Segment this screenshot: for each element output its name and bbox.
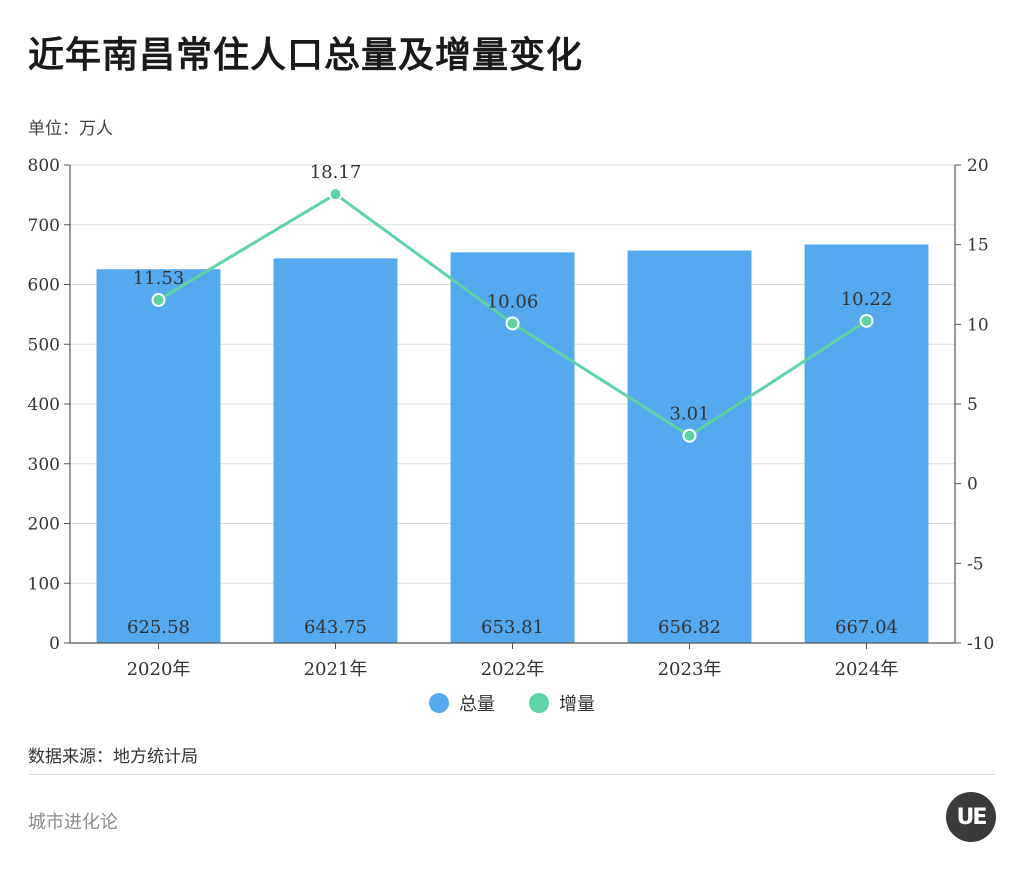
increment-value-label: 10.06 [487, 291, 539, 312]
bar-value-label: 643.75 [304, 617, 367, 638]
right-tick-label: -10 [967, 634, 994, 654]
data-source: 数据来源：地方统计局 [28, 747, 198, 767]
left-tick-label: 500 [28, 335, 60, 355]
x-tick-label: 2020年 [127, 659, 191, 680]
legend-item-total[interactable]: 总量 [429, 690, 495, 716]
increment-value-label: 11.53 [133, 268, 185, 289]
bar-value-label: 653.81 [481, 617, 544, 638]
x-tick-label: 2024年 [835, 659, 899, 680]
bar [96, 269, 221, 643]
legend-swatch-total [429, 693, 449, 713]
bar [804, 244, 929, 643]
x-tick-label: 2023年 [658, 659, 722, 680]
left-tick-label: 800 [28, 156, 60, 176]
brand-logo: UE [946, 792, 996, 842]
brand-logo-text: UE [956, 804, 988, 830]
left-tick-label: 600 [28, 276, 60, 296]
left-tick-label: 200 [28, 515, 60, 535]
left-tick-label: 700 [28, 216, 60, 236]
x-tick-label: 2021年 [304, 659, 368, 680]
legend-swatch-increment [529, 693, 549, 713]
legend-label-increment: 增量 [559, 694, 595, 715]
right-tick-label: 15 [967, 236, 989, 256]
right-tick-label: -5 [967, 554, 984, 574]
legend: 总量 增量 [0, 690, 1024, 716]
unit-label: 单位：万人 [28, 119, 113, 139]
left-tick-label: 0 [49, 634, 60, 654]
left-tick-label: 300 [28, 455, 60, 475]
bar [627, 250, 752, 643]
bar-value-label: 625.58 [127, 617, 190, 638]
x-tick-label: 2022年 [481, 659, 545, 680]
legend-item-increment[interactable]: 增量 [529, 690, 595, 716]
bar-value-label: 656.82 [658, 617, 721, 638]
increment-point [151, 292, 166, 307]
right-tick-label: 0 [967, 475, 978, 495]
increment-value-label: 18.17 [310, 162, 362, 183]
bar-value-label: 667.04 [835, 617, 898, 638]
right-tick-label: 5 [967, 395, 978, 415]
legend-label-total: 总量 [459, 694, 495, 715]
combo-chart: 0 100 200 300 400 500 600 700 800 -10 -5 0 5 10 15 20 62… [28, 156, 995, 680]
left-tick-label: 400 [28, 395, 60, 415]
increment-point [505, 316, 520, 331]
chart-title: 近年南昌常住人口总量及增量变化 [28, 35, 584, 76]
increment-point [682, 428, 697, 443]
right-tick-label: 10 [967, 315, 989, 335]
right-tick-label: 20 [967, 156, 989, 176]
bar [273, 258, 398, 643]
increment-point [859, 313, 874, 328]
left-tick-label: 100 [28, 574, 60, 594]
footer-divider [28, 774, 996, 775]
increment-value-label: 3.01 [669, 404, 709, 425]
brand-name: 城市进化论 [28, 812, 118, 833]
increment-value-label: 10.22 [841, 289, 893, 310]
increment-point [328, 187, 343, 202]
